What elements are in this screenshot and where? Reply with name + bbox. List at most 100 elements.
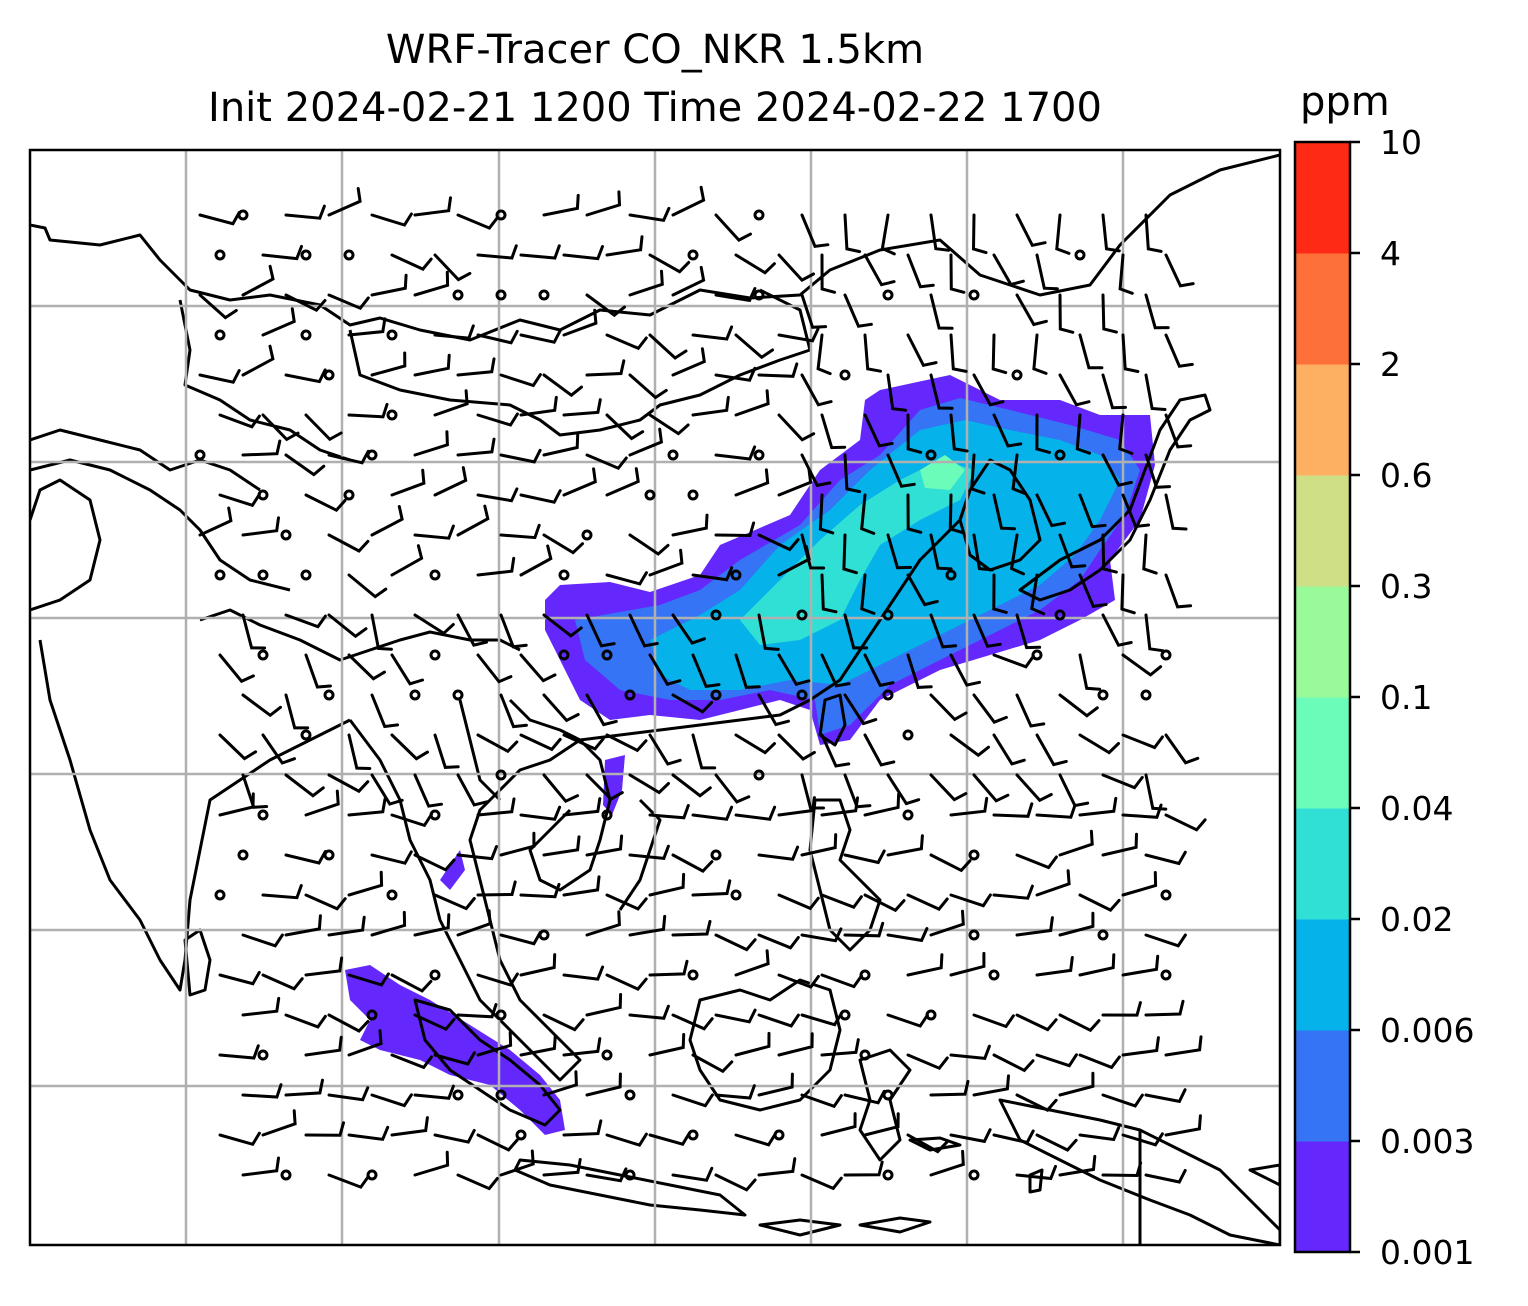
wind-barb xyxy=(972,373,1005,407)
wind-barb xyxy=(949,653,981,687)
wind-barb xyxy=(972,1013,1015,1029)
calm-wind-marker xyxy=(257,1049,269,1061)
wind-barb xyxy=(327,773,370,794)
wind-barb xyxy=(370,273,408,297)
calm-wind-marker xyxy=(753,209,765,221)
wind-barb xyxy=(1101,1001,1142,1017)
wind-barb xyxy=(218,733,258,761)
wind-barb xyxy=(562,467,597,497)
wind-barb xyxy=(585,359,626,377)
wind-barb xyxy=(1164,493,1188,531)
wind-barb xyxy=(970,453,986,495)
calm-wind-marker xyxy=(687,1129,699,1141)
wind-barb xyxy=(1078,953,1116,977)
wind-barb xyxy=(648,413,690,436)
wind-barb xyxy=(1078,796,1118,817)
calm-wind-marker xyxy=(300,729,312,741)
wind-barb xyxy=(972,533,994,572)
wind-barb xyxy=(734,653,761,689)
wind-barb xyxy=(648,1131,691,1146)
calm-wind-marker xyxy=(257,569,269,581)
wind-barb xyxy=(757,933,800,950)
wind-barb xyxy=(906,653,933,689)
wind-barb xyxy=(648,959,689,977)
wind-barb xyxy=(1144,373,1167,411)
wind-barb xyxy=(562,965,605,981)
wind-barb xyxy=(1058,373,1091,407)
wind-barb xyxy=(304,1121,345,1137)
wind-barb xyxy=(413,853,456,872)
calm-wind-marker xyxy=(429,809,441,821)
wind-barb xyxy=(370,505,404,537)
colorbar-tick-label: 0.006 xyxy=(1380,1011,1474,1050)
wind-barb xyxy=(714,366,757,382)
wind-barb xyxy=(1164,333,1194,368)
wind-barb xyxy=(542,533,584,555)
wind-barb xyxy=(413,270,450,297)
calm-wind-marker xyxy=(753,449,765,461)
wind-barb xyxy=(991,333,1008,375)
calm-wind-marker xyxy=(1054,609,1066,621)
wind-barb xyxy=(777,653,811,687)
wind-barb xyxy=(820,733,851,768)
wind-barb xyxy=(777,467,813,497)
wind-barb xyxy=(843,849,886,865)
wind-barb xyxy=(800,833,838,857)
calm-wind-marker xyxy=(300,569,312,581)
calm-wind-marker xyxy=(730,889,742,901)
wind-barb xyxy=(304,1035,343,1057)
wind-barb xyxy=(906,1053,949,1071)
calm-wind-marker xyxy=(515,1129,527,1141)
wind-barb xyxy=(370,351,407,377)
wind-barb xyxy=(1121,954,1160,977)
wind-barb xyxy=(284,204,326,220)
wind-barb xyxy=(777,327,820,343)
calm-wind-marker xyxy=(624,689,636,701)
wind-barb xyxy=(800,773,825,810)
wind-barb xyxy=(949,733,990,758)
wind-barb xyxy=(476,329,519,345)
wind-barb xyxy=(327,449,370,465)
wind-barb xyxy=(1015,213,1047,247)
wind-barb xyxy=(1101,213,1121,253)
wind-barb xyxy=(433,733,460,769)
wind-barb xyxy=(757,533,800,552)
calm-wind-marker xyxy=(730,569,742,581)
calm-wind-marker xyxy=(237,209,249,221)
wind-barb xyxy=(863,413,894,448)
wind-barb xyxy=(628,533,670,556)
calm-wind-marker xyxy=(796,689,808,701)
wind-barb xyxy=(906,333,938,368)
wind-barb xyxy=(929,533,953,571)
calm-wind-marker xyxy=(796,609,808,621)
wind-barb xyxy=(499,831,536,857)
calm-wind-marker xyxy=(300,329,312,341)
wind-barb xyxy=(284,453,326,477)
wind-barbs xyxy=(194,185,1207,1192)
wind-barb xyxy=(585,693,618,727)
calm-wind-marker xyxy=(773,1129,785,1141)
wind-barb xyxy=(456,357,496,377)
calm-wind-marker xyxy=(323,689,335,701)
calm-wind-marker xyxy=(1160,969,1172,981)
wind-barb xyxy=(992,653,1035,669)
wind-barb xyxy=(648,733,682,766)
wind-barb xyxy=(714,933,757,952)
wind-barb xyxy=(1035,803,1077,819)
calm-wind-marker xyxy=(495,209,507,221)
wind-barb xyxy=(714,445,757,461)
wind-barb xyxy=(1121,1132,1164,1147)
wind-barb xyxy=(413,524,455,540)
wind-barb xyxy=(456,437,496,457)
wind-barb xyxy=(562,245,604,261)
wind-barb xyxy=(800,1012,843,1027)
wind-barb xyxy=(843,453,862,494)
map-title-line2: Init 2024-02-21 1200 Time 2024-02-22 170… xyxy=(208,85,1102,131)
wind-barb xyxy=(519,544,553,577)
calm-wind-marker xyxy=(710,689,722,701)
wind-barb xyxy=(327,187,362,217)
wind-barb xyxy=(519,1034,557,1057)
calm-wind-marker xyxy=(1011,369,1023,381)
wind-barb xyxy=(929,213,951,252)
